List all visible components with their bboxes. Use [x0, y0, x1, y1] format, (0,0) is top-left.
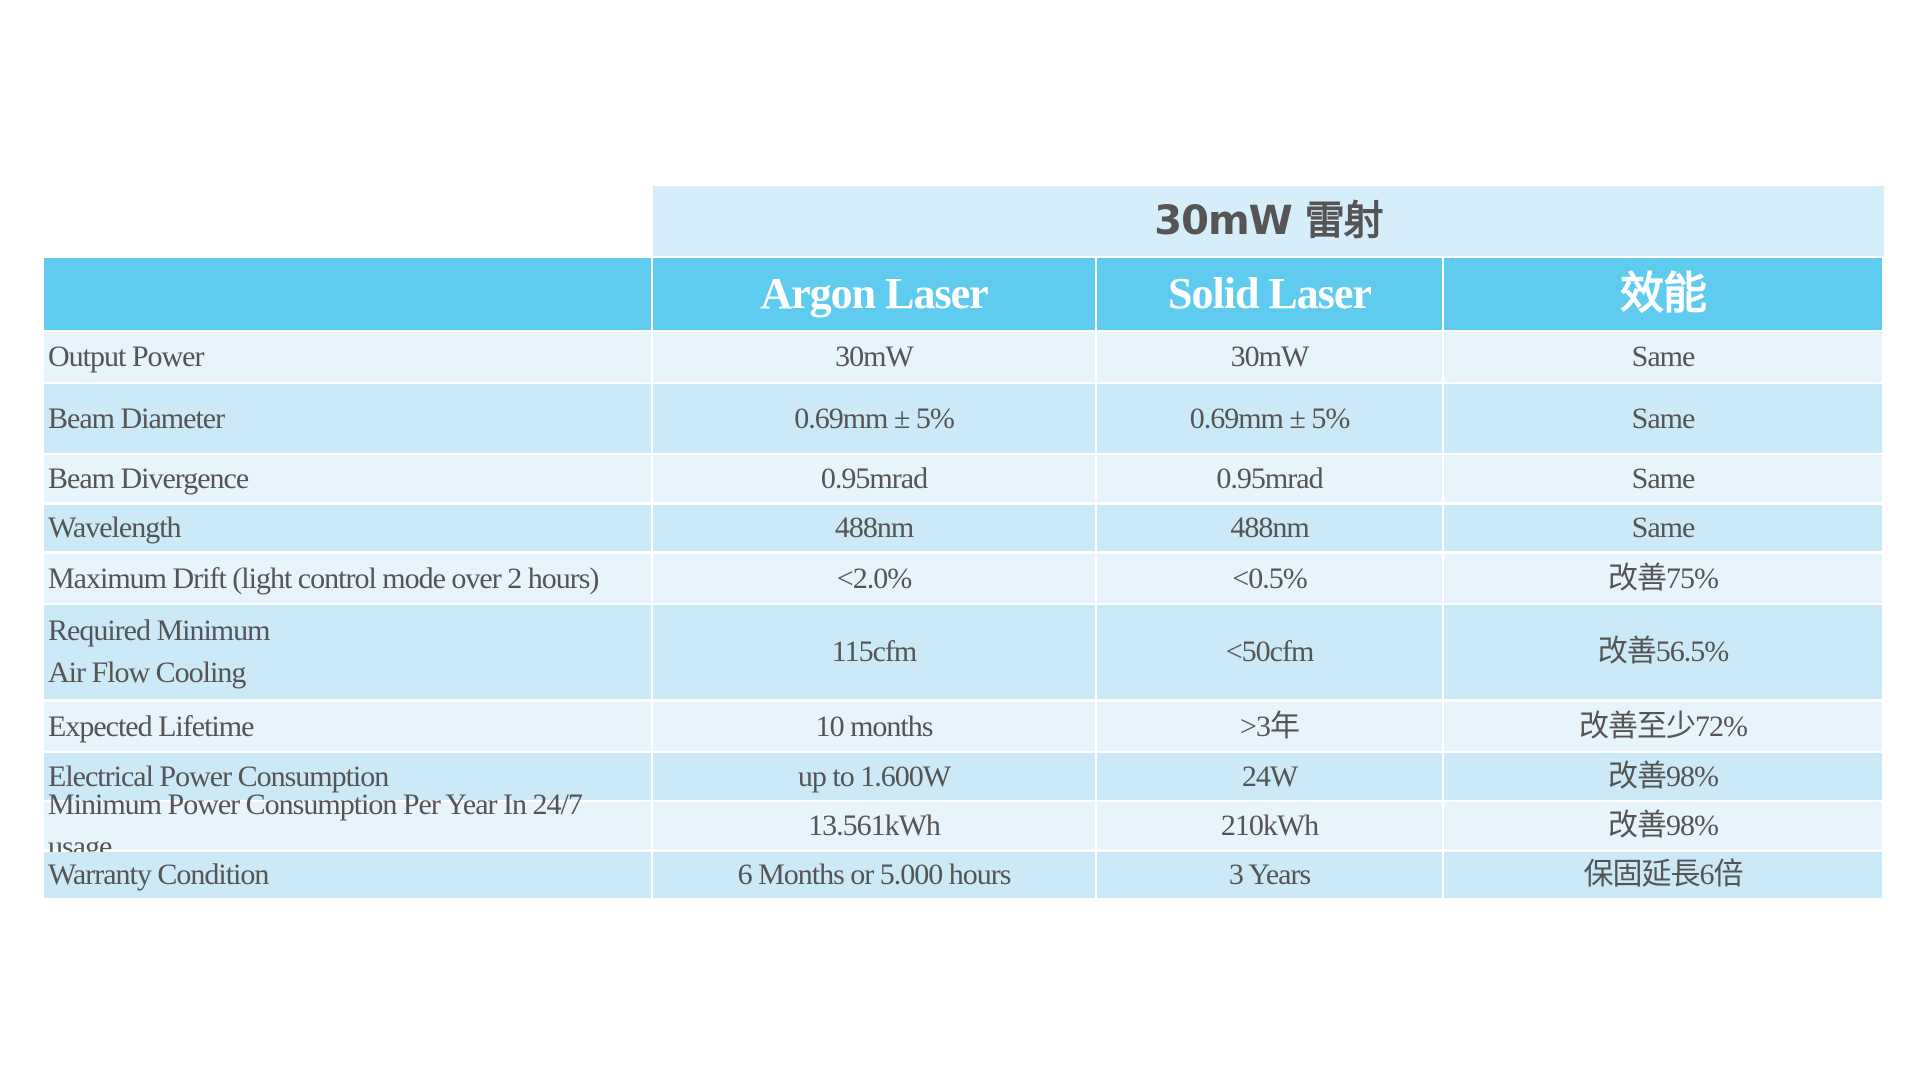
header-blank — [44, 258, 651, 330]
table-cell: 改善98% — [1444, 753, 1882, 800]
table-cell: >3年 — [1097, 702, 1442, 751]
row-label: Beam Diameter — [44, 384, 651, 453]
table-cell: <0.5% — [1097, 554, 1442, 603]
table-cell: 改善98% — [1444, 802, 1882, 849]
table-cell: 改善75% — [1444, 554, 1882, 603]
table-cell: Same — [1444, 455, 1882, 502]
table-cell: 保固延長6倍 — [1444, 852, 1882, 898]
table-cell: 0.95mrad — [1097, 455, 1442, 502]
table-cell: 488nm — [653, 505, 1095, 551]
table-cell: 30mW — [653, 332, 1095, 382]
table-cell: <50cfm — [1097, 605, 1442, 699]
table-cell: Same — [1444, 332, 1882, 382]
row-label: Output Power — [44, 332, 651, 382]
column-header: 效能 — [1444, 258, 1882, 330]
column-header: Solid Laser — [1097, 258, 1442, 330]
table-cell: 10 months — [653, 702, 1095, 751]
table-cell: 0.69mm ± 5% — [1097, 384, 1442, 453]
table-cell: Same — [1444, 505, 1882, 551]
table-cell: 13.561kWh — [653, 802, 1095, 849]
title-cell: 30mW 雷射 — [653, 186, 1884, 256]
table-cell: up to 1.600W — [653, 753, 1095, 800]
table-cell: <2.0% — [653, 554, 1095, 603]
row-label: Wavelength — [44, 505, 651, 551]
table-cell: 210kWh — [1097, 802, 1442, 849]
row-label: Beam Divergence — [44, 455, 651, 502]
table-cell: 115cfm — [653, 605, 1095, 699]
table-cell: 30mW — [1097, 332, 1442, 382]
table-cell: 24W — [1097, 753, 1442, 800]
table-cell: 0.69mm ± 5% — [653, 384, 1095, 453]
row-label: Expected Lifetime — [44, 702, 651, 751]
table-cell: 3 Years — [1097, 852, 1442, 898]
table-cell: Same — [1444, 384, 1882, 453]
table-cell: 改善56.5% — [1444, 605, 1882, 699]
table-cell: 488nm — [1097, 505, 1442, 551]
column-header: Argon Laser — [653, 258, 1095, 330]
row-label: Minimum Power Consumption Per Year In 24… — [44, 788, 651, 863]
table-cell: 6 Months or 5.000 hours — [653, 852, 1095, 898]
row-label: Maximum Drift (light control mode over 2… — [44, 554, 651, 603]
table-cell: 改善至少72% — [1444, 702, 1882, 751]
row-label: Electrical Power Consumption — [44, 753, 651, 800]
row-label: Required Minimum Air Flow Cooling — [44, 605, 651, 699]
row-label: Warranty Condition — [44, 852, 651, 898]
table-cell: 0.95mrad — [653, 455, 1095, 502]
